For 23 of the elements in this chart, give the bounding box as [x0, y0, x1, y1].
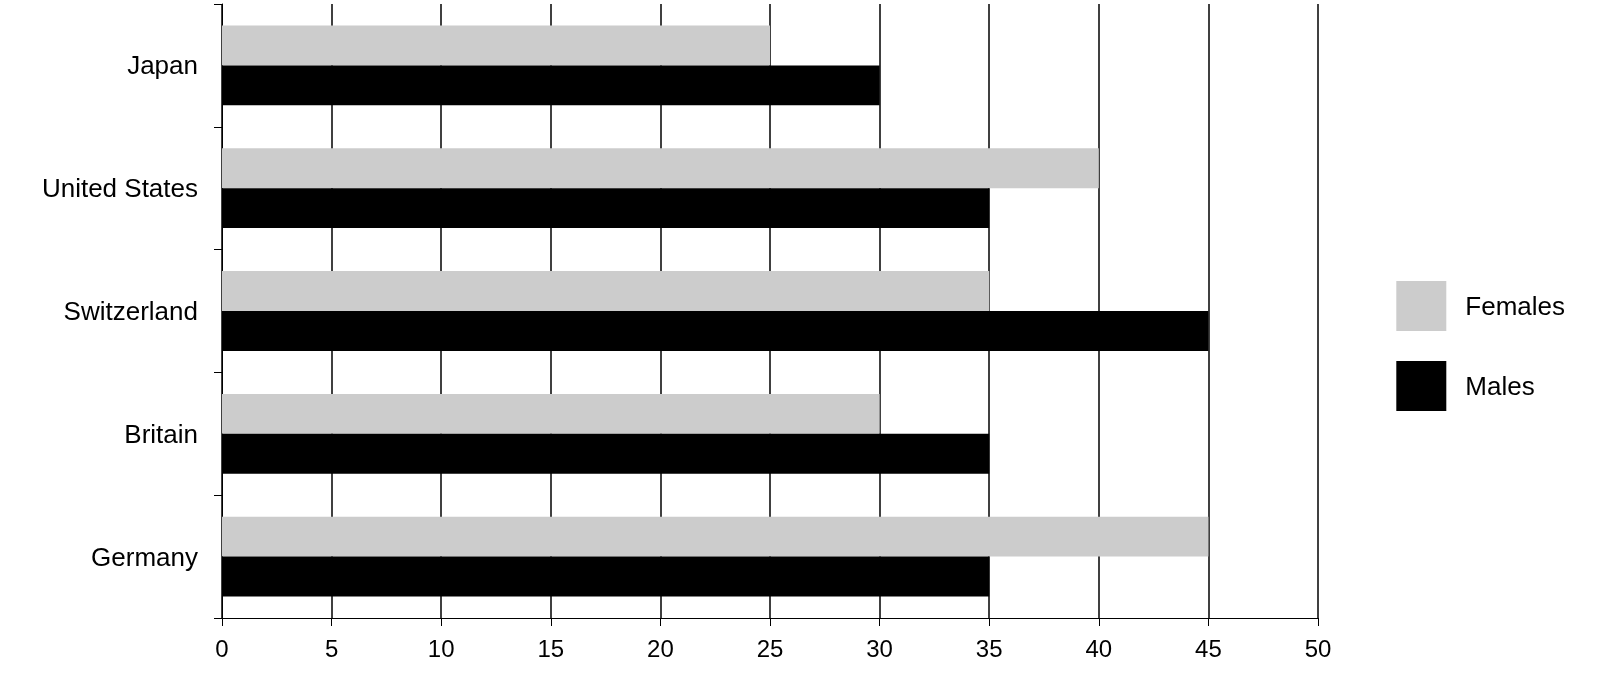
legend-label: Females: [1465, 291, 1566, 321]
bar: [222, 271, 990, 311]
bar: [222, 516, 1209, 557]
y-tick-label: Switzerland: [63, 296, 198, 326]
x-tick-label: 10: [427, 634, 455, 662]
bar: [222, 393, 880, 434]
x-tick-label: 40: [1085, 634, 1113, 662]
x-tick-label: 45: [1195, 634, 1222, 662]
bar: [222, 148, 1099, 189]
legend-label: Males: [1465, 371, 1535, 401]
x-tick-label: 0: [215, 634, 229, 662]
x-tick-label: 5: [324, 634, 339, 662]
y-tick-label: Japan: [127, 50, 198, 81]
x-tick-label: 25: [756, 634, 784, 662]
x-tick-label: 35: [975, 634, 1003, 662]
x-tick-label: 50: [1304, 634, 1332, 662]
y-tick-label: Britain: [124, 418, 198, 449]
x-tick-label: 15: [537, 634, 565, 662]
bar: [222, 25, 770, 66]
y-tick-label: Germany: [91, 541, 198, 572]
x-tick-label: 20: [647, 634, 674, 662]
x-tick-label: 30: [866, 634, 893, 662]
y-tick-label: United States: [41, 173, 198, 204]
